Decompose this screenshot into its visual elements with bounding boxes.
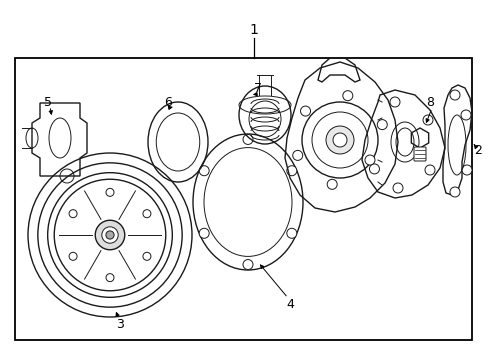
Circle shape — [392, 183, 402, 193]
Circle shape — [377, 120, 386, 130]
Circle shape — [102, 227, 118, 243]
Circle shape — [286, 228, 296, 238]
Circle shape — [389, 97, 399, 107]
Circle shape — [243, 134, 252, 144]
Circle shape — [286, 166, 296, 176]
Circle shape — [106, 274, 114, 282]
Circle shape — [142, 210, 151, 218]
Circle shape — [424, 165, 434, 175]
Circle shape — [106, 188, 114, 196]
Text: 3: 3 — [116, 319, 123, 332]
Text: 7: 7 — [253, 81, 262, 95]
Text: 5: 5 — [44, 95, 52, 108]
Circle shape — [69, 210, 77, 218]
Circle shape — [369, 164, 379, 174]
Circle shape — [461, 165, 471, 175]
Circle shape — [69, 252, 77, 260]
Circle shape — [106, 231, 114, 239]
Circle shape — [325, 126, 353, 154]
Circle shape — [199, 228, 209, 238]
Circle shape — [449, 90, 459, 100]
Text: 1: 1 — [249, 23, 258, 37]
Circle shape — [142, 252, 151, 260]
Circle shape — [422, 115, 432, 125]
Circle shape — [243, 260, 252, 270]
Circle shape — [332, 133, 346, 147]
Circle shape — [449, 187, 459, 197]
Text: 4: 4 — [285, 298, 293, 311]
Circle shape — [364, 155, 374, 165]
Circle shape — [326, 179, 337, 189]
Circle shape — [300, 106, 310, 116]
Text: 6: 6 — [164, 95, 172, 108]
Text: 8: 8 — [425, 95, 433, 108]
Circle shape — [95, 220, 124, 250]
Bar — [15, 58, 471, 340]
Circle shape — [342, 91, 352, 101]
Circle shape — [199, 166, 209, 176]
FancyBboxPatch shape — [413, 147, 425, 161]
Text: 2: 2 — [473, 144, 481, 157]
Circle shape — [460, 110, 470, 120]
Circle shape — [292, 150, 302, 161]
